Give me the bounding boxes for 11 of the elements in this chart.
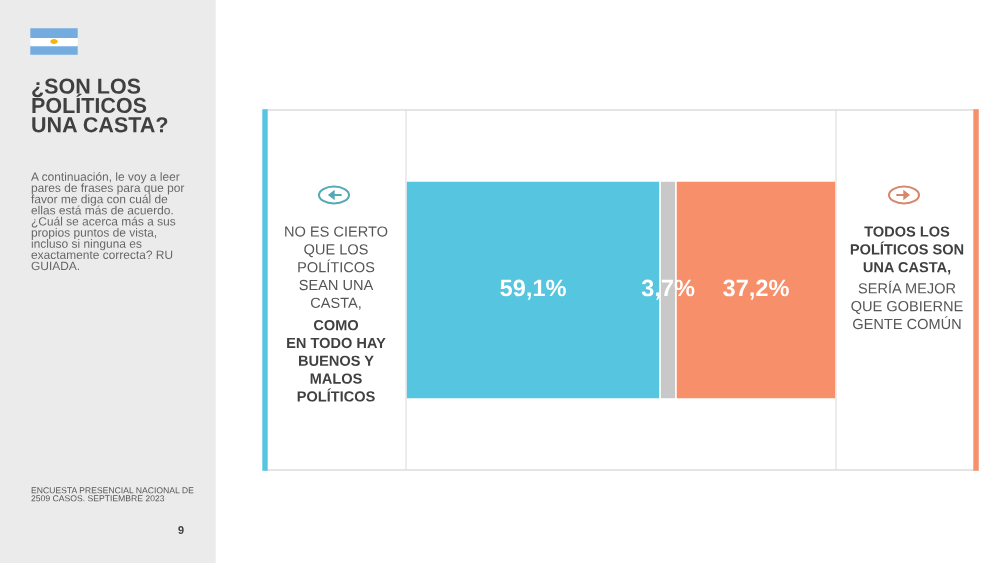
text: NO ES CIERTO QUE LOS POLÍTICOS SEAN UNA CASTA, bbox=[285, 226, 388, 310]
text: COMO EN TODO HAY BUENOS Y MALOS POLÍTICOS bbox=[287, 319, 386, 402]
text: TODOS LOS POLÍTICOS SON UNA CASTA, bbox=[850, 226, 964, 275]
data-label: 37,2% bbox=[723, 279, 789, 300]
text: SERÍA MEJOR QUE GOBIERNE GENTE COMÚN bbox=[851, 280, 963, 330]
text: ENCUESTA PRESENCIAL NACIONAL DE 2509 CASOS. SEPTIEMBRE 2023 bbox=[31, 487, 194, 502]
text: 9 bbox=[178, 526, 184, 534]
text: A continuación, le voy a leer pares de frases para que por favor me diga con cuál de ellas está más de acuerdo. ¿Cuál se acerca más a sus propios puntos de vista, incluso si ninguna es exactamente correcta? RU GUIADA. bbox=[31, 172, 185, 271]
data-label: 3,7% bbox=[641, 279, 695, 300]
text: ¿SON LOS POLÍTICOS UNA CASTA? bbox=[32, 78, 168, 133]
data-label: 59,1% bbox=[500, 279, 566, 300]
